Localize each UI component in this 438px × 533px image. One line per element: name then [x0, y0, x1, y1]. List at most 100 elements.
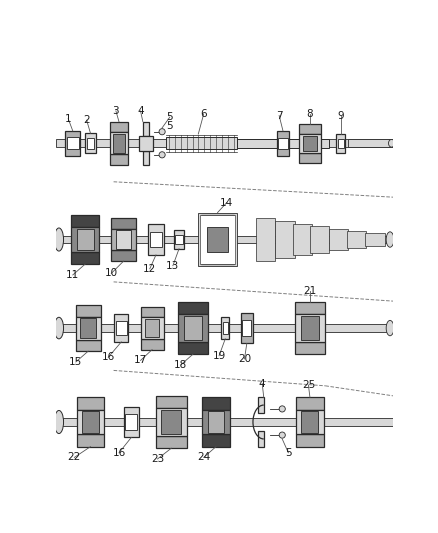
Text: 24: 24	[197, 453, 210, 463]
Bar	[156, 396, 187, 408]
Bar	[85, 133, 96, 154]
Bar	[175, 235, 183, 244]
Text: 16: 16	[113, 448, 126, 458]
Bar	[76, 317, 100, 340]
Bar	[143, 122, 149, 135]
Bar	[177, 342, 208, 354]
Bar	[258, 431, 264, 447]
Bar	[114, 314, 128, 342]
Bar	[200, 215, 235, 264]
Bar	[277, 131, 289, 156]
Bar	[177, 314, 208, 342]
Text: 16: 16	[102, 352, 115, 362]
Bar	[202, 398, 230, 410]
Ellipse shape	[54, 228, 64, 251]
Bar	[301, 316, 319, 341]
Ellipse shape	[386, 232, 394, 247]
Text: 13: 13	[166, 261, 180, 271]
Text: 22: 22	[68, 453, 81, 463]
Text: 18: 18	[174, 360, 187, 370]
Text: 19: 19	[212, 351, 226, 361]
Bar	[82, 411, 99, 433]
Bar	[303, 135, 317, 151]
Bar	[71, 215, 99, 227]
Text: 10: 10	[105, 269, 118, 278]
Bar	[184, 316, 202, 341]
Bar	[207, 227, 228, 252]
Bar	[258, 398, 264, 413]
Text: 15: 15	[69, 357, 82, 367]
Bar	[294, 314, 325, 342]
Bar	[56, 418, 393, 426]
Bar	[338, 139, 344, 148]
Bar	[76, 340, 100, 351]
Bar	[237, 139, 329, 148]
Bar	[294, 342, 325, 354]
Bar	[201, 225, 234, 253]
Bar	[77, 229, 94, 251]
Bar	[110, 133, 128, 154]
Text: 2: 2	[83, 115, 90, 125]
Bar	[299, 134, 321, 152]
Bar	[141, 306, 164, 317]
Bar	[198, 213, 237, 266]
Bar	[71, 252, 99, 264]
Bar	[242, 320, 251, 336]
Bar	[201, 215, 234, 225]
Bar	[124, 407, 139, 438]
Bar	[296, 434, 324, 447]
Bar	[113, 134, 125, 152]
Ellipse shape	[54, 317, 64, 339]
Circle shape	[159, 128, 165, 135]
Bar	[67, 137, 79, 149]
Bar	[65, 131, 81, 156]
Circle shape	[279, 406, 285, 412]
Text: 4: 4	[259, 378, 265, 389]
Text: 20: 20	[238, 354, 251, 364]
Text: 25: 25	[302, 380, 315, 390]
Bar	[81, 318, 96, 338]
Bar	[173, 230, 184, 249]
Bar	[329, 229, 349, 251]
Bar	[202, 434, 230, 447]
Bar	[139, 135, 153, 151]
Bar	[156, 436, 187, 448]
Bar	[208, 411, 224, 433]
Bar	[310, 227, 329, 253]
Bar	[221, 317, 229, 339]
Bar	[116, 230, 131, 249]
Text: 12: 12	[143, 264, 156, 274]
Bar	[77, 434, 104, 447]
Bar	[76, 305, 100, 317]
Text: 5: 5	[285, 448, 292, 458]
Bar	[240, 313, 253, 343]
Bar	[223, 322, 228, 334]
Text: 17: 17	[134, 356, 147, 366]
Bar	[202, 410, 230, 434]
Text: 5: 5	[166, 112, 173, 122]
Text: 7: 7	[276, 110, 283, 120]
Circle shape	[279, 432, 285, 438]
Bar	[156, 408, 187, 436]
Bar	[56, 324, 393, 332]
Bar	[299, 152, 321, 163]
Bar	[125, 414, 138, 430]
Text: 1: 1	[65, 114, 71, 124]
Ellipse shape	[54, 410, 64, 433]
Bar	[56, 236, 393, 244]
Bar	[110, 122, 128, 133]
Bar	[71, 227, 99, 252]
Text: 14: 14	[220, 198, 233, 207]
Bar	[161, 410, 181, 434]
Bar	[279, 138, 288, 149]
Bar	[110, 154, 128, 165]
Bar	[299, 124, 321, 134]
Bar	[293, 224, 312, 255]
Text: 4: 4	[137, 106, 144, 116]
Bar	[296, 398, 324, 410]
Bar	[336, 134, 346, 152]
Bar	[301, 411, 318, 433]
Bar	[77, 398, 104, 410]
Text: 21: 21	[304, 286, 317, 296]
Bar	[77, 410, 104, 434]
